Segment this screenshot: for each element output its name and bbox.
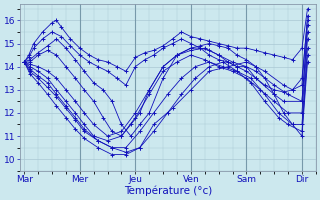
X-axis label: Température (°c): Température (°c) (124, 185, 212, 196)
